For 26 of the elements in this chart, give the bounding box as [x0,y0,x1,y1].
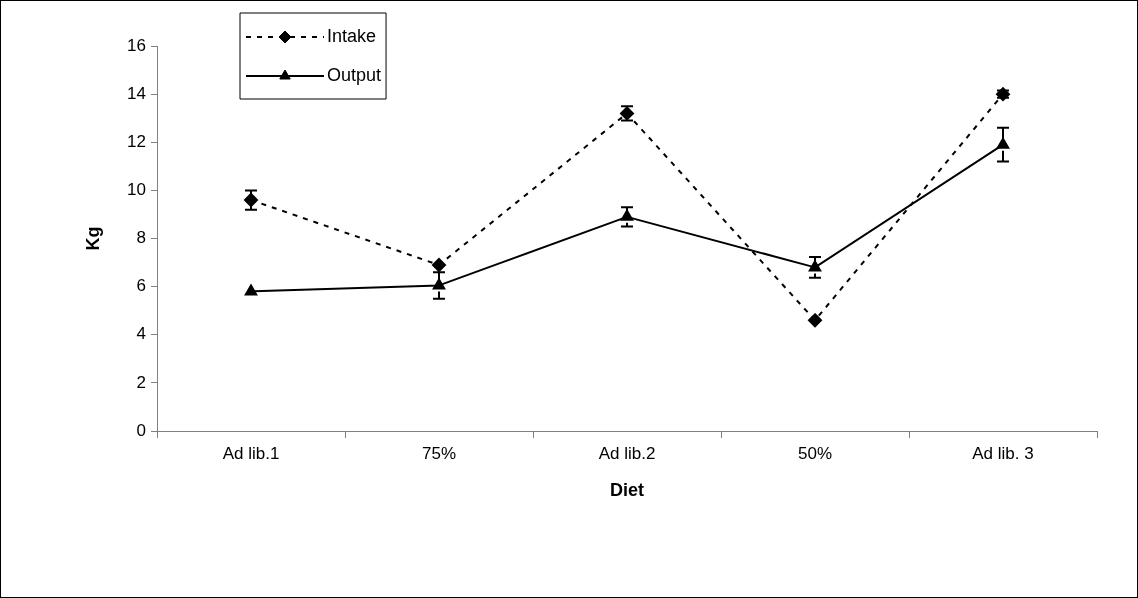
x-tick-label: 75% [421,443,457,463]
y-tick-label: 2 [136,372,146,392]
y-tick-label: 8 [136,228,146,248]
point [244,284,258,296]
point [432,257,446,272]
x-tick-label: 50% [797,443,833,463]
y-tick-label: 6 [136,276,146,296]
point [244,193,258,207]
point [620,209,634,221]
y-tick-label: 12 [127,131,146,151]
point [808,260,822,272]
x-axis-title: Diet [609,480,645,501]
point [432,278,446,290]
y-axis-title: Kg [82,226,103,251]
legend-label: Output [327,64,382,85]
point [808,313,822,328]
x-tick-label: Ad lib.2 [598,443,656,463]
y-tick-label: 0 [136,420,146,440]
point [996,137,1010,149]
y-tick-label: 10 [127,180,146,200]
x-tick-label: Ad lib. 3 [972,443,1034,463]
legend-label: Intake [327,25,377,46]
y-tick-label: 4 [136,324,146,344]
x-tick-label: Ad lib.1 [222,443,280,463]
y-tick-label: 14 [127,83,146,103]
y-tick-label: 16 [127,35,146,55]
